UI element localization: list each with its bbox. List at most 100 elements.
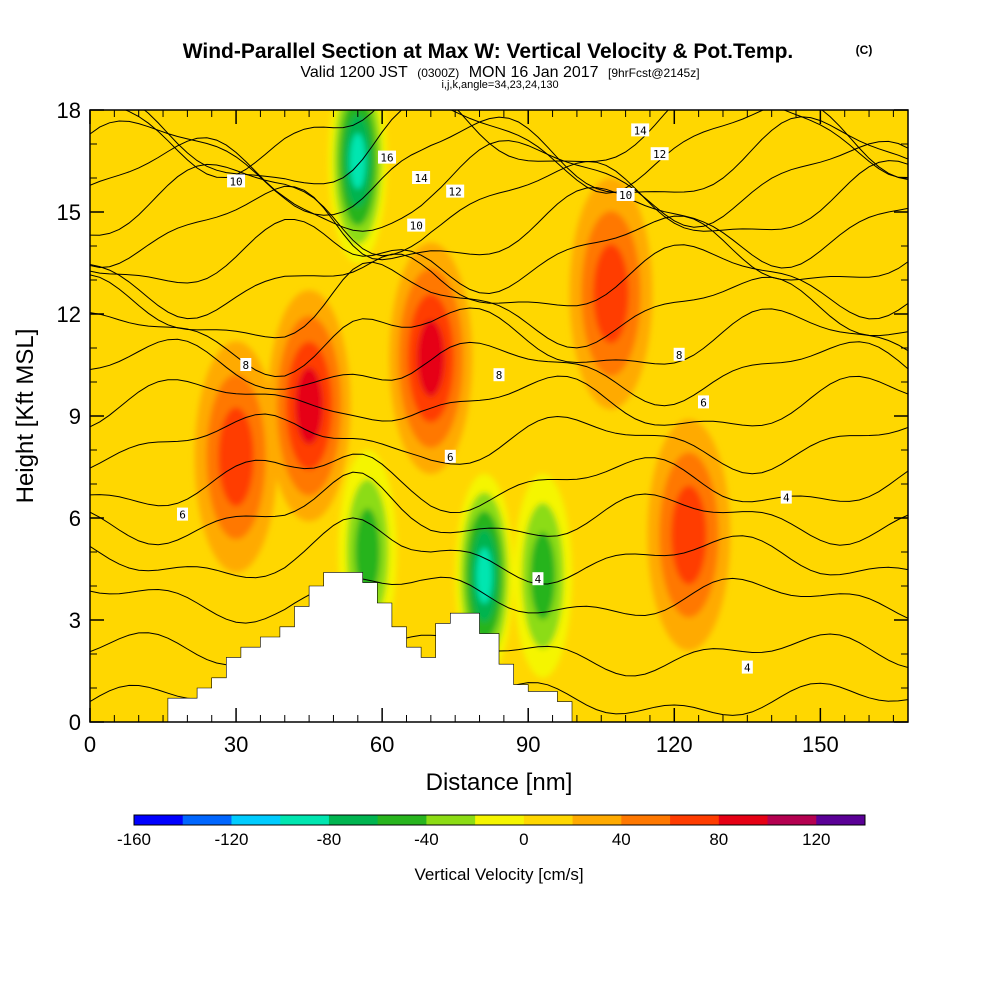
velocity-band: [593, 244, 629, 344]
terrain-mask: [167, 572, 573, 722]
subtitle-forecast: [9hrFcst@2145z]: [608, 66, 700, 80]
contour-label-text: 10: [619, 189, 632, 202]
subtitle-date: MON 16 Jan 2017: [469, 64, 599, 81]
colorbar-tick-label: 80: [709, 830, 728, 849]
contour-label-bg: [227, 174, 246, 188]
velocity-band: [671, 485, 707, 585]
y-tick-label: 12: [57, 302, 81, 327]
contour-label-text: 8: [676, 349, 683, 362]
colorbar-swatch: [475, 815, 525, 825]
contour-label-text: 16: [380, 152, 393, 165]
contour-label-bg: [631, 123, 650, 137]
theta-contour-line: [90, 517, 908, 585]
contour-label-bg: [407, 218, 426, 232]
x-tick-label: 120: [656, 732, 693, 757]
contour-label-text: 4: [535, 573, 542, 586]
colorbar-swatch: [231, 815, 281, 825]
contour-label-text: 14: [634, 124, 648, 137]
theta-contour-line: [90, 375, 908, 428]
theta-contour-line: [124, 110, 908, 179]
velocity-band: [218, 407, 254, 507]
contour-label-text: 4: [783, 492, 790, 505]
contour-label: 4: [532, 572, 544, 586]
theta-contour-line: [90, 116, 908, 216]
theta-contour-labels: 10 16 14 12 10 14 12 10 8 8 8 6 6 6 4 4 4: [177, 123, 792, 675]
x-tick-label: 0: [84, 732, 96, 757]
colorbar-swatch: [572, 815, 622, 825]
colorbar-swatch: [426, 815, 476, 825]
colorbar-tick-label: -40: [414, 830, 439, 849]
y-tick-label: 0: [69, 710, 81, 735]
colorbar-swatch: [816, 815, 866, 825]
contour-label: 4: [741, 660, 753, 675]
x-tick-label: 150: [802, 732, 839, 757]
contour-label: 6: [177, 507, 189, 522]
y-tick-label: 15: [57, 200, 81, 225]
contour-label-bg: [698, 395, 709, 409]
copyright-mark: (C): [856, 43, 873, 57]
subtitle-utc: (0300Z): [417, 66, 459, 80]
theta-contour-line: [90, 453, 908, 514]
theta-contour-line: [90, 137, 908, 232]
x-axis-label: Distance [nm]: [426, 769, 573, 796]
contour-label-text: 8: [496, 369, 503, 382]
y-tick-label: 3: [69, 608, 81, 633]
contour-label-text: 6: [179, 509, 186, 522]
velocity-band: [349, 133, 366, 189]
colorbar-swatch: [523, 815, 574, 825]
contour-label-bg: [780, 490, 792, 504]
theta-contour-line: [90, 338, 908, 407]
colorbar-tick-label: -120: [214, 830, 248, 849]
contour-label: 12: [650, 147, 669, 161]
contour-label: 8: [493, 368, 505, 382]
contour-label-text: 6: [447, 451, 454, 464]
velocity-band: [295, 367, 323, 445]
subtitle-valid: Valid 1200 JST: [300, 64, 408, 81]
contour-label: 10: [616, 188, 635, 202]
contour-label-bg: [412, 171, 431, 184]
chart-subtitle: Valid 1200 JST (0300Z) MON 16 Jan 2017 […: [300, 64, 699, 81]
theta-contour-line: [90, 215, 908, 295]
chart-title: Wind-Parallel Section at Max W: Vertical…: [183, 40, 794, 63]
y-axis-ticks: 0 3 6 9 12 15 18: [57, 98, 908, 735]
theta-contour-line: [90, 185, 908, 269]
theta-contour-line: [90, 307, 908, 378]
contour-label-bg: [177, 507, 189, 521]
theta-contour-line: [143, 110, 908, 194]
contour-label-text: 10: [410, 220, 423, 233]
x-tick-label: 60: [370, 732, 394, 757]
contour-label-text: 10: [229, 175, 242, 188]
x-tick-label: 90: [516, 732, 540, 757]
contour-label: 10: [227, 174, 246, 188]
contour-label: 12: [446, 184, 465, 199]
colorbar: -160 -120 -80 -40 0 40 80 120: [117, 814, 866, 849]
y-axis-label: Height [Kft MSL]: [12, 329, 39, 504]
colorbar-tick-label: -80: [317, 830, 342, 849]
colorbar-tick-label: 40: [612, 830, 631, 849]
contour-label: 16: [378, 150, 397, 165]
colorbar-swatch: [328, 815, 379, 825]
contour-label: 14: [631, 123, 650, 137]
contour-label: 14: [412, 171, 431, 185]
contour-label-bg: [240, 358, 252, 371]
theta-contour-line: [90, 471, 908, 546]
colorbar-swatch: [134, 815, 184, 825]
theta-contour-line: [90, 576, 908, 624]
contour-label: 8: [673, 347, 685, 362]
theta-contour-line: [90, 244, 908, 320]
contour-label-text: 4: [744, 662, 751, 675]
contour-label-bg: [673, 347, 685, 361]
contour-label-text: 12: [449, 186, 462, 199]
colorbar-tick-label: 0: [519, 830, 528, 849]
theta-contour-line: [90, 413, 908, 475]
colorbar-label: Vertical Velocity [cm/s]: [414, 865, 583, 884]
contour-label-bg: [741, 660, 753, 674]
velocity-band: [417, 319, 445, 397]
y-tick-label: 9: [69, 404, 81, 429]
y-tick-label: 18: [57, 98, 81, 123]
contour-label-bg: [616, 188, 635, 201]
colorbar-swatch: [377, 815, 427, 825]
colorbar-swatch: [621, 815, 671, 825]
contour-label: 8: [240, 358, 252, 372]
